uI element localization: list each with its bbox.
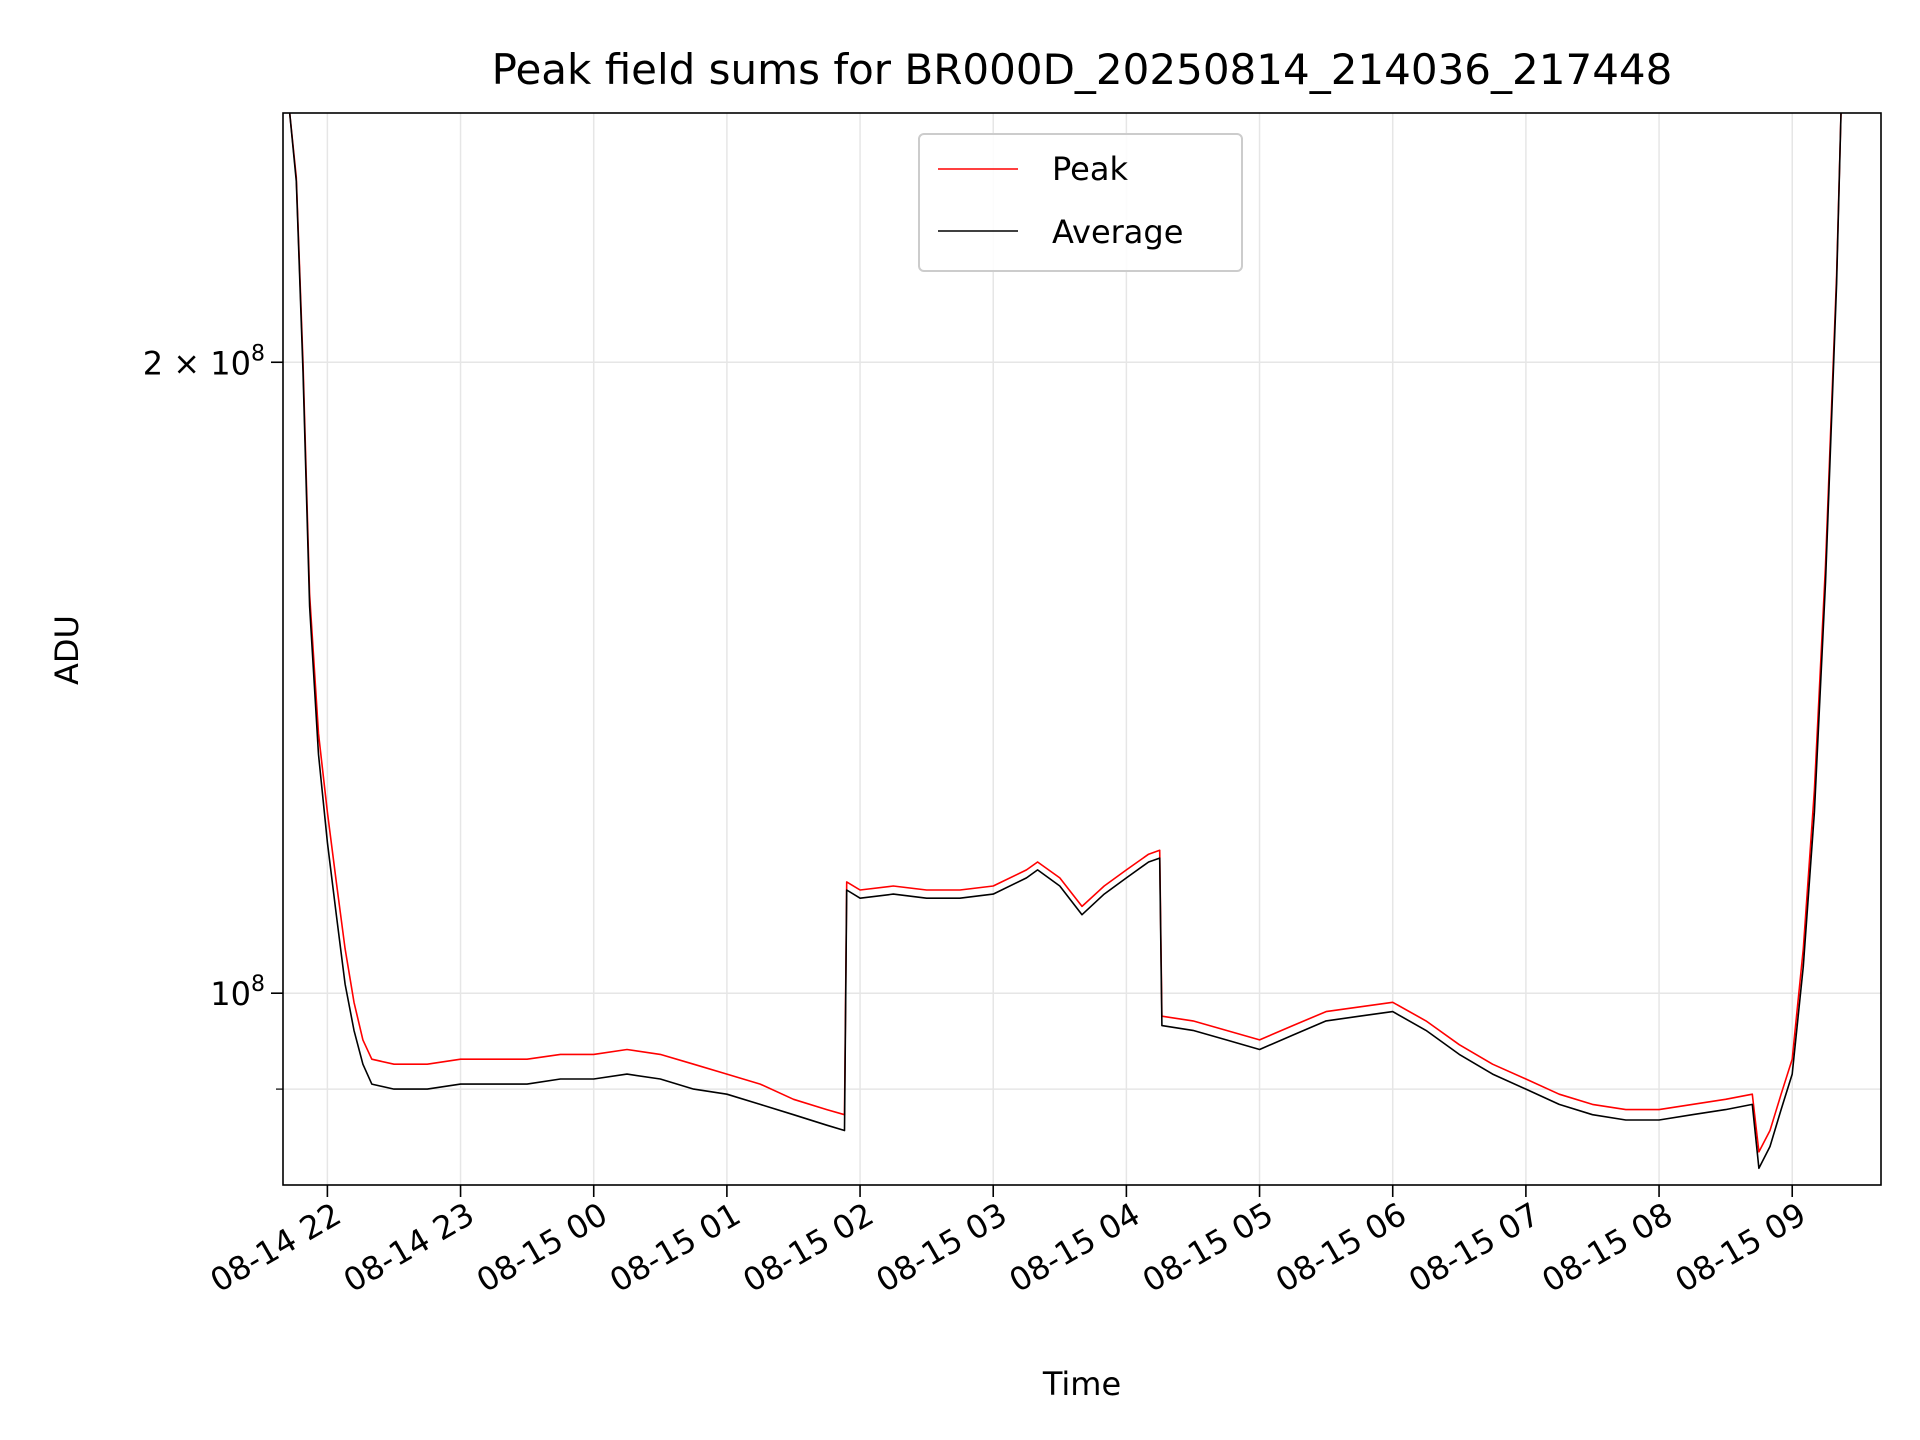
series-line-average [288, 113, 1842, 1170]
x-axis-label: Time [1042, 1365, 1121, 1403]
legend-average-label: Average [1052, 213, 1183, 251]
series-line-peak [288, 113, 1842, 1153]
legend: Peak Average [918, 133, 1243, 272]
plot-frame [282, 112, 1882, 1186]
y-tick-label: 2 × 108 [143, 341, 265, 382]
grid-lines [283, 113, 1881, 1185]
chart-title: Peak field sums for BR000D_20250814_2140… [492, 45, 1673, 94]
legend-peak-label: Peak [1052, 150, 1128, 188]
y-axis-label: ADU [48, 615, 86, 685]
plot-lines [288, 113, 1842, 1170]
